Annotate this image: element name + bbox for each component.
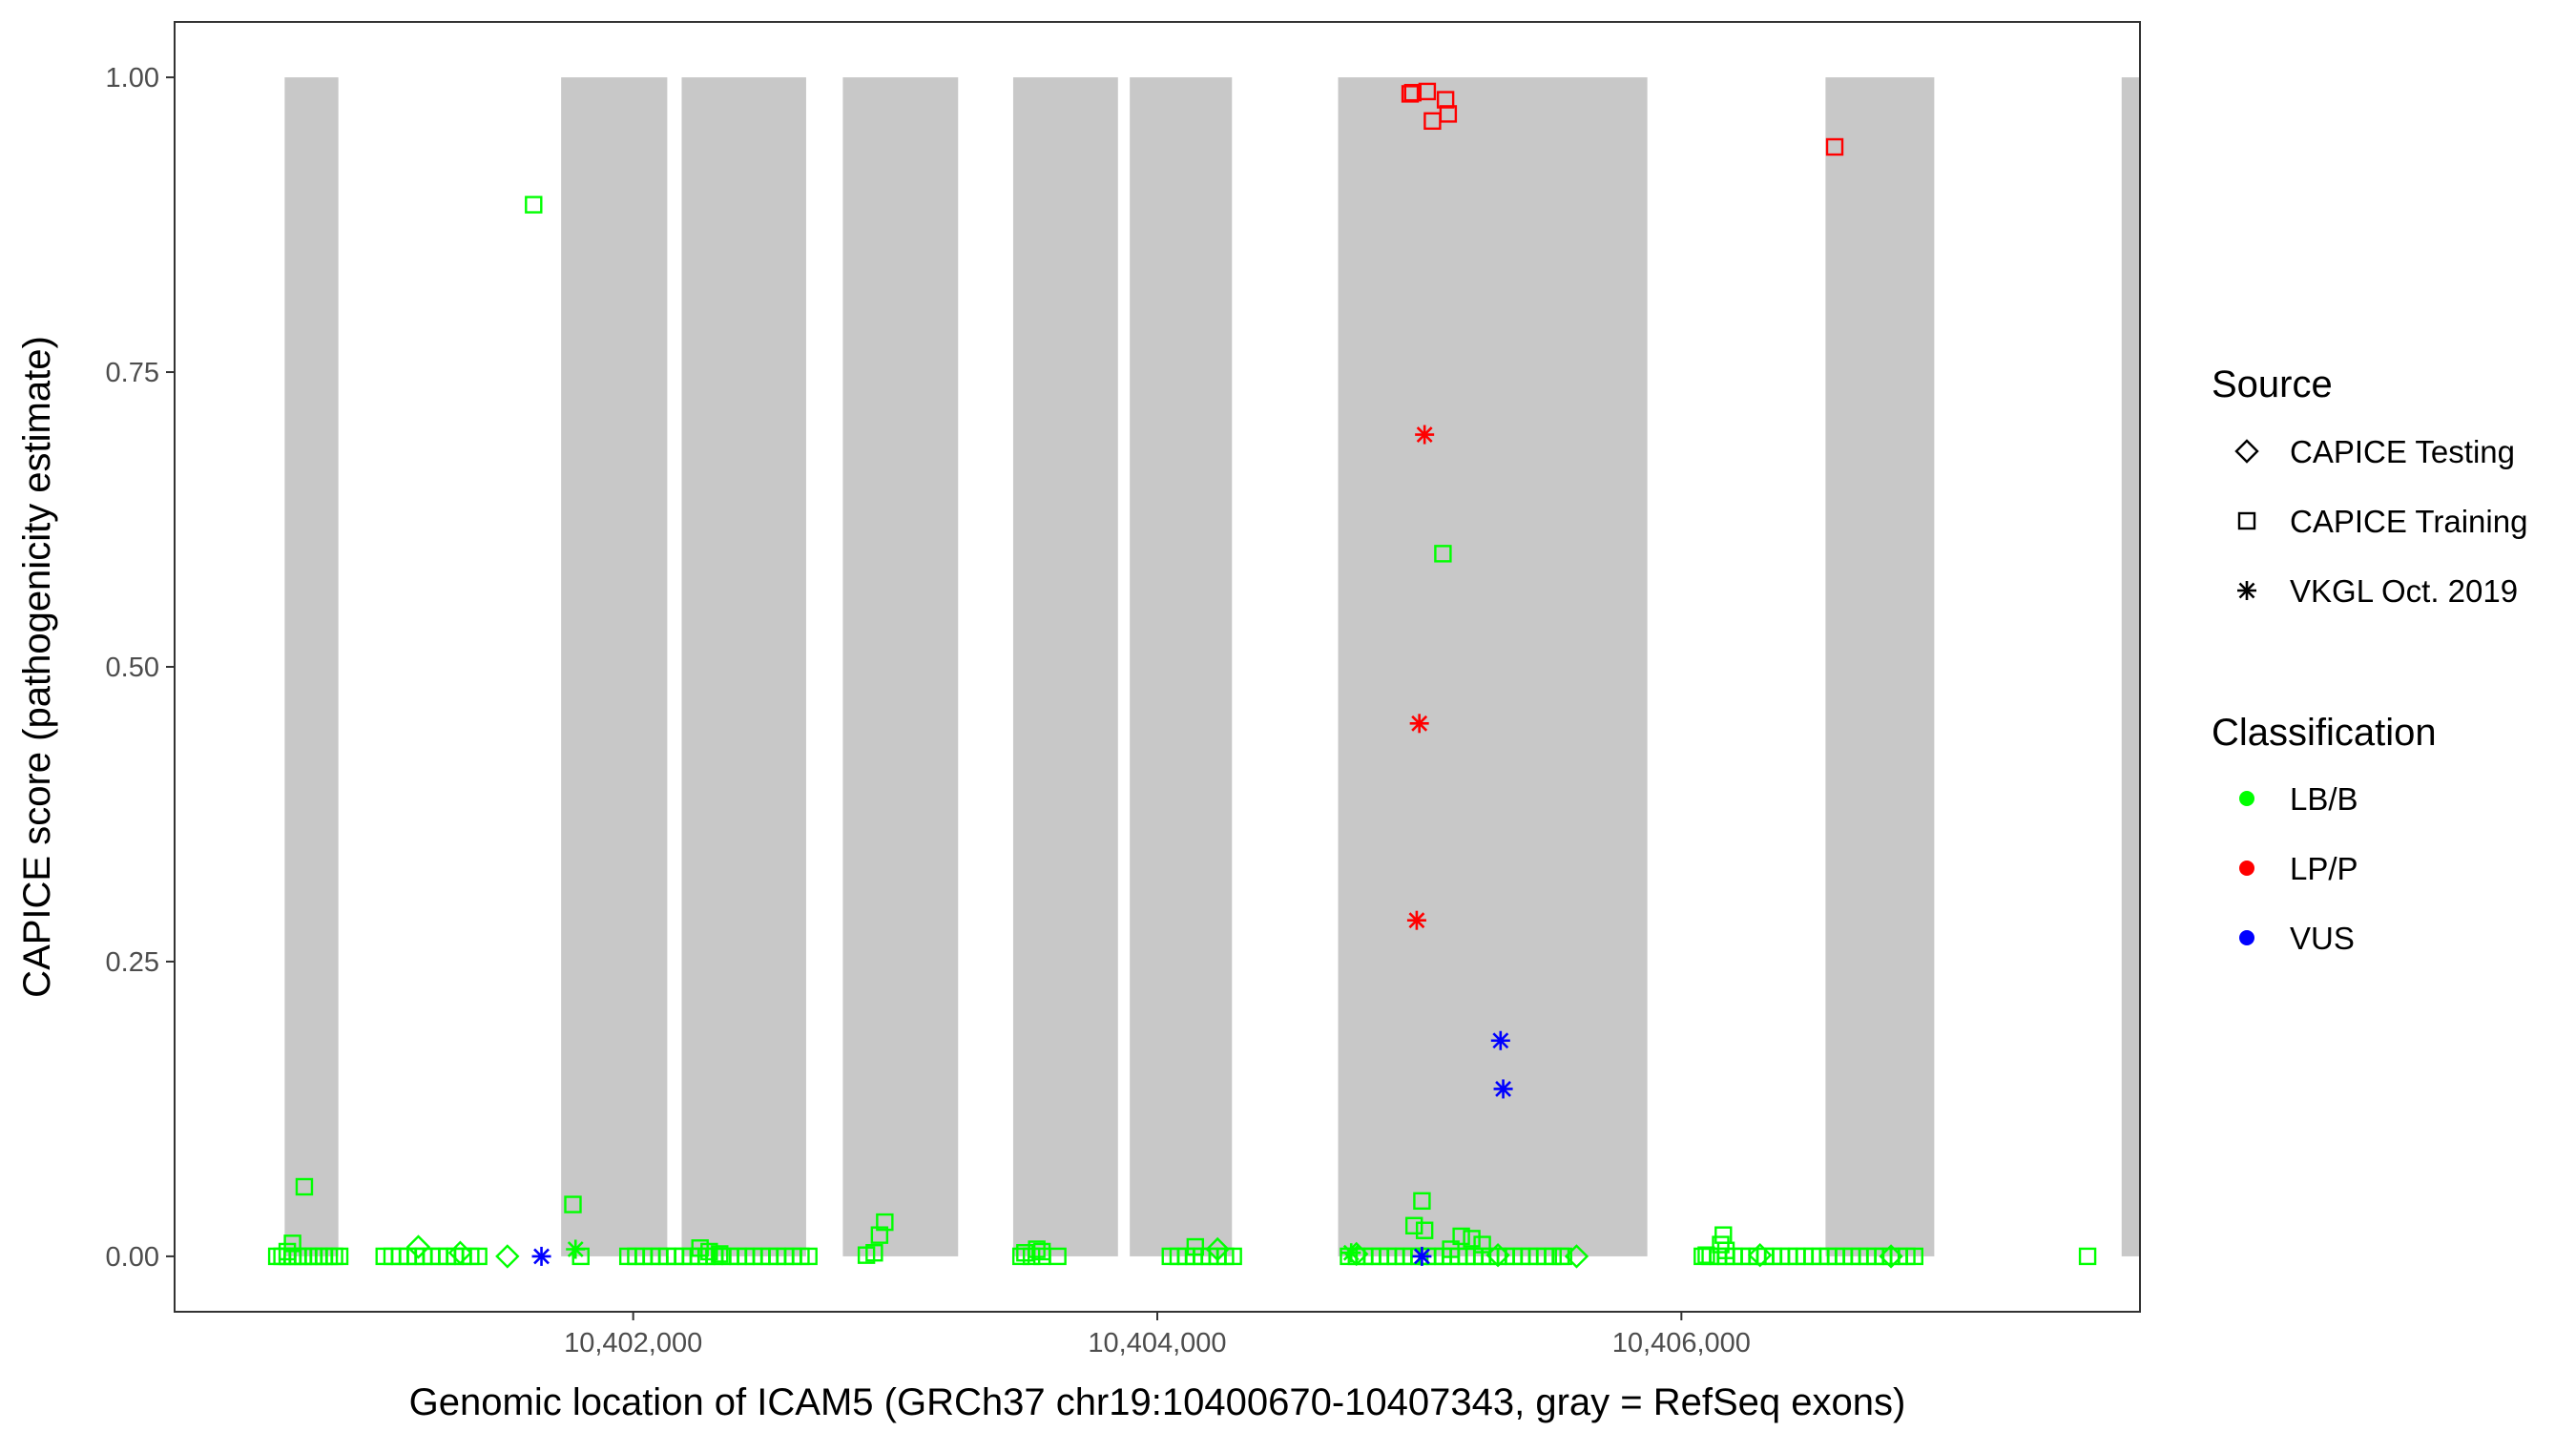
exon-band [284,77,339,1256]
data-point [1712,1235,1730,1254]
legend-source-items: CAPICE Testing CAPICE Training VKGL Oct. 2… [2234,434,2527,609]
y-axis: 0.00 0.25 0.50 0.75 1.00 [106,63,175,1273]
data-point [1452,1227,1470,1246]
x-axis: 10,402,000 10,404,000 10,406,000 [564,1312,1751,1358]
y-tick-label: 0.00 [106,1242,159,1273]
data-point [1409,714,1429,734]
legend-key-diamond [2234,439,2259,464]
data-point [405,1234,431,1259]
exon-bands [284,77,2139,1256]
data-point [1485,1242,1510,1268]
data-point [1434,545,1452,563]
y-tick-label: 0.25 [106,947,159,978]
data-point [800,1247,818,1266]
data-point [1879,1244,1903,1269]
data-point [1412,1246,1432,1266]
y-tick-label: 0.50 [106,653,159,683]
data-point [564,1195,582,1213]
x-tick-label: 10,404,000 [1088,1328,1226,1358]
data-point [1415,1221,1434,1239]
data-points [267,82,2097,1269]
data-point [566,1239,586,1259]
legend-label: LP/P [2290,851,2358,886]
data-point [1413,1192,1431,1211]
exon-band [561,77,668,1256]
data-point [1825,137,1844,156]
legend-label: LB/B [2290,781,2358,817]
legend-label: VKGL Oct. 2019 [2290,573,2518,609]
y-tick-label: 1.00 [106,63,159,93]
legend-key-asterisk [2237,581,2256,600]
data-point [330,1247,349,1266]
data-point [1011,1247,1030,1266]
data-point [1224,1247,1242,1266]
legend-source-title: Source [2212,363,2333,405]
legend-key-dot [2239,791,2254,806]
data-point [525,196,543,214]
data-point [531,1246,551,1266]
data-point [1404,1216,1423,1234]
data-point [1551,1247,1570,1266]
legend-key-dot [2239,930,2254,945]
data-point [1493,1079,1513,1099]
data-point [1564,1244,1589,1269]
exon-band [842,77,959,1256]
legend-key-dot [2239,861,2254,876]
data-point [700,1242,718,1261]
exon-band [2121,77,2139,1256]
data-point [1205,1236,1230,1262]
data-point [2078,1247,2097,1266]
data-point [857,1246,876,1264]
data-point [1022,1247,1041,1266]
data-point [1418,82,1437,101]
legend-key-square [2237,511,2256,530]
legend-classification-title: Classification [2212,712,2437,754]
data-point [447,1240,473,1265]
exon-band [681,77,806,1256]
x-tick-label: 10,406,000 [1612,1328,1751,1358]
legend: Source CAPICE Testing CAPICE Training VKGL… [2212,363,2527,956]
exon-band [1130,77,1233,1256]
data-point [1401,85,1420,103]
exon-band [1825,77,1935,1256]
data-point [1423,112,1442,131]
data-point [870,1226,889,1244]
y-tick-label: 0.75 [106,358,159,388]
data-point [495,1244,520,1269]
data-point [1697,1246,1715,1264]
data-point [1032,1247,1051,1266]
exon-band [1338,77,1648,1256]
data-point [295,1177,314,1196]
legend-label: CAPICE Testing [2290,434,2515,469]
legend-label: VUS [2290,921,2355,956]
y-axis-title: CAPICE score (pathogenicity estimate) [16,336,58,998]
data-point [711,1245,729,1263]
exon-band [1012,77,1118,1256]
data-point [1463,1230,1481,1248]
x-axis-title: Genomic location of ICAM5 (GRCh37 chr19:… [409,1381,1906,1423]
data-point [1748,1242,1773,1268]
legend-label: CAPICE Training [2290,504,2527,539]
data-point [1406,910,1426,930]
legend-classification-items: LB/B LP/P VUS [2239,781,2358,956]
data-point [469,1247,488,1266]
data-point [1341,1243,1361,1263]
x-tick-label: 10,402,000 [564,1328,702,1358]
data-point [876,1213,894,1232]
data-point [1905,1247,1923,1266]
data-point [1415,425,1435,445]
data-point [1490,1030,1510,1050]
